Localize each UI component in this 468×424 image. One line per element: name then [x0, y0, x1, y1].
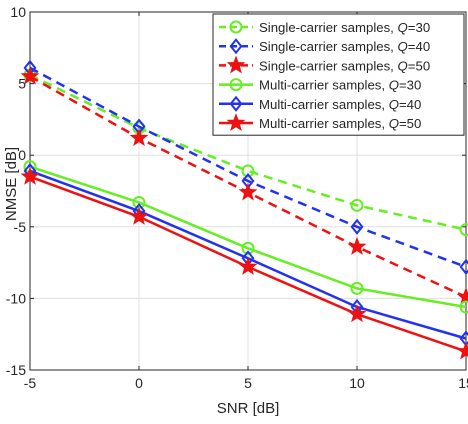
legend-label: Multi-carrier samples, Q=40: [259, 97, 421, 112]
y-axis-label: NMSE [dB]: [3, 147, 20, 221]
x-tick-label: 5: [244, 375, 252, 391]
y-tick-label: 10: [10, 4, 26, 20]
y-tick-label: -10: [6, 290, 26, 306]
y-tick-label: -15: [6, 362, 26, 378]
x-tick-label: 15: [458, 375, 468, 391]
legend-label: Single-carrier samples, Q=50: [259, 58, 430, 73]
legend-label: Single-carrier samples, Q=40: [259, 39, 430, 54]
legend-label: Single-carrier samples, Q=30: [259, 20, 430, 35]
x-axis-label: SNR [dB]: [217, 400, 280, 417]
x-tick-label: 0: [135, 375, 143, 391]
legend: Single-carrier samples, Q=30 Single-carri…: [213, 14, 464, 135]
legend-label: Multi-carrier samples, Q=50: [259, 116, 421, 131]
x-tick-label: 10: [349, 375, 365, 391]
legend-label: Multi-carrier samples, Q=30: [259, 78, 421, 93]
